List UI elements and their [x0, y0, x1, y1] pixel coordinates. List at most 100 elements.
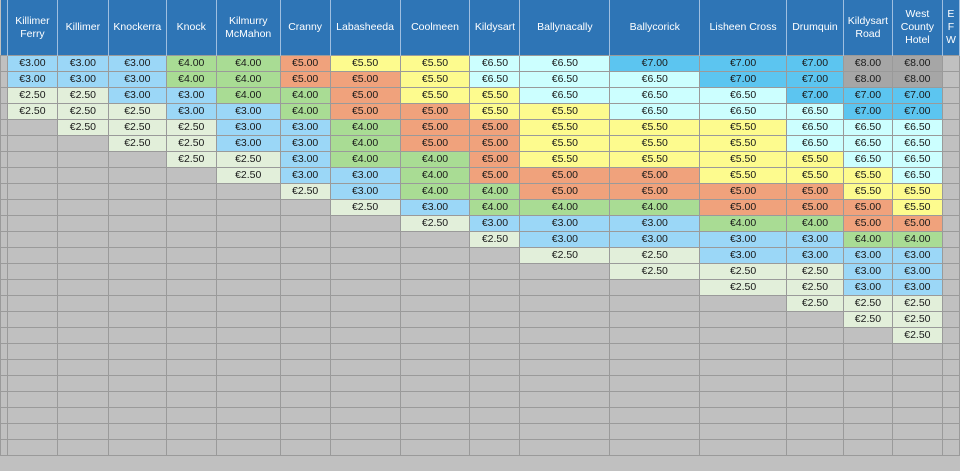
fare-cell[interactable]	[107, 247, 167, 264]
fare-cell[interactable]	[165, 391, 217, 408]
fare-cell[interactable]: €5.50	[786, 151, 844, 168]
fare-cell[interactable]	[399, 439, 471, 456]
fare-cell[interactable]: €5.00	[519, 167, 611, 184]
fare-cell[interactable]: €3.00	[519, 215, 611, 232]
fare-cell[interactable]: €7.00	[842, 87, 893, 104]
fare-cell[interactable]: €7.00	[699, 55, 787, 72]
fare-cell[interactable]	[0, 151, 8, 168]
fare-cell[interactable]: €2.50	[6, 87, 58, 104]
fare-cell[interactable]	[891, 391, 943, 408]
fare-cell[interactable]	[6, 199, 58, 216]
fare-cell[interactable]	[329, 327, 401, 344]
fare-cell[interactable]	[609, 343, 701, 360]
fare-cell[interactable]: €5.00	[329, 103, 401, 120]
fare-cell[interactable]	[107, 391, 167, 408]
fare-cell[interactable]	[165, 375, 217, 392]
fare-cell[interactable]	[107, 327, 167, 344]
fare-cell[interactable]: €5.50	[842, 183, 893, 200]
fare-cell[interactable]	[6, 215, 58, 232]
fare-cell[interactable]	[56, 135, 109, 152]
fare-cell[interactable]	[329, 423, 401, 440]
fare-cell[interactable]: €4.00	[399, 151, 471, 168]
fare-cell[interactable]	[786, 407, 844, 424]
fare-cell[interactable]	[279, 263, 331, 280]
fare-cell[interactable]: €5.50	[891, 199, 943, 216]
fare-cell[interactable]	[399, 263, 471, 280]
fare-cell[interactable]	[215, 359, 281, 376]
fare-cell[interactable]: €2.50	[699, 279, 787, 296]
fare-cell[interactable]	[6, 407, 58, 424]
fare-cell[interactable]: €6.50	[519, 71, 611, 88]
fare-cell[interactable]	[165, 407, 217, 424]
fare-cell[interactable]	[519, 343, 611, 360]
fare-cell[interactable]	[0, 183, 8, 200]
fare-cell[interactable]: €4.00	[842, 231, 893, 248]
fare-cell[interactable]	[107, 407, 167, 424]
fare-cell[interactable]: €5.50	[609, 119, 701, 136]
fare-cell[interactable]	[891, 375, 943, 392]
fare-cell[interactable]: €3.00	[215, 103, 281, 120]
fare-cell[interactable]: €3.00	[842, 263, 893, 280]
fare-cell[interactable]	[329, 263, 401, 280]
fare-cell[interactable]	[215, 327, 281, 344]
fare-cell[interactable]: €4.00	[609, 199, 701, 216]
fare-cell[interactable]	[215, 375, 281, 392]
fare-cell[interactable]: €3.00	[609, 231, 701, 248]
fare-cell[interactable]: €5.00	[699, 199, 787, 216]
fare-cell[interactable]: €5.00	[279, 55, 331, 72]
fare-cell[interactable]: €5.50	[519, 135, 611, 152]
fare-cell[interactable]	[165, 343, 217, 360]
fare-cell[interactable]	[107, 167, 167, 184]
fare-cell[interactable]: €4.00	[329, 151, 401, 168]
fare-cell[interactable]	[842, 407, 893, 424]
fare-cell[interactable]	[56, 295, 109, 312]
fare-cell[interactable]: €4.00	[519, 199, 611, 216]
fare-cell[interactable]	[941, 423, 960, 440]
fare-cell[interactable]: €4.00	[786, 215, 844, 232]
fare-cell[interactable]: €2.50	[6, 103, 58, 120]
fare-cell[interactable]	[0, 231, 8, 248]
fare-cell[interactable]: €5.00	[469, 119, 521, 136]
fare-cell[interactable]	[469, 327, 521, 344]
fare-cell[interactable]	[0, 263, 8, 280]
fare-cell[interactable]	[107, 263, 167, 280]
fare-cell[interactable]: €4.00	[329, 135, 401, 152]
fare-cell[interactable]	[469, 279, 521, 296]
fare-cell[interactable]	[941, 407, 960, 424]
fare-cell[interactable]: €6.50	[842, 135, 893, 152]
fare-cell[interactable]	[469, 391, 521, 408]
fare-cell[interactable]	[891, 343, 943, 360]
fare-cell[interactable]: €4.00	[165, 71, 217, 88]
fare-cell[interactable]: €3.00	[215, 135, 281, 152]
fare-cell[interactable]: €2.50	[609, 247, 701, 264]
fare-cell[interactable]: €2.50	[891, 311, 943, 328]
fare-cell[interactable]: €2.50	[56, 87, 109, 104]
fare-cell[interactable]	[609, 407, 701, 424]
fare-cell[interactable]: €2.50	[215, 151, 281, 168]
fare-cell[interactable]	[165, 295, 217, 312]
fare-cell[interactable]	[399, 231, 471, 248]
fare-cell[interactable]: €7.00	[786, 71, 844, 88]
fare-cell[interactable]	[0, 407, 8, 424]
fare-cell[interactable]: €7.00	[786, 55, 844, 72]
fare-cell[interactable]	[0, 311, 8, 328]
fare-cell[interactable]: €7.00	[699, 71, 787, 88]
fare-cell[interactable]	[519, 407, 611, 424]
fare-cell[interactable]	[56, 343, 109, 360]
fare-cell[interactable]: €6.50	[469, 55, 521, 72]
fare-cell[interactable]	[107, 215, 167, 232]
fare-cell[interactable]	[0, 71, 8, 88]
fare-cell[interactable]	[0, 135, 8, 152]
fare-cell[interactable]	[941, 391, 960, 408]
fare-cell[interactable]	[165, 167, 217, 184]
fare-cell[interactable]: €4.00	[469, 183, 521, 200]
fare-cell[interactable]	[399, 359, 471, 376]
fare-cell[interactable]	[6, 375, 58, 392]
fare-cell[interactable]	[165, 279, 217, 296]
fare-cell[interactable]: €2.50	[842, 295, 893, 312]
fare-cell[interactable]	[6, 247, 58, 264]
fare-cell[interactable]	[842, 375, 893, 392]
fare-cell[interactable]: €2.50	[329, 199, 401, 216]
fare-cell[interactable]	[165, 439, 217, 456]
fare-cell[interactable]: €6.50	[699, 103, 787, 120]
